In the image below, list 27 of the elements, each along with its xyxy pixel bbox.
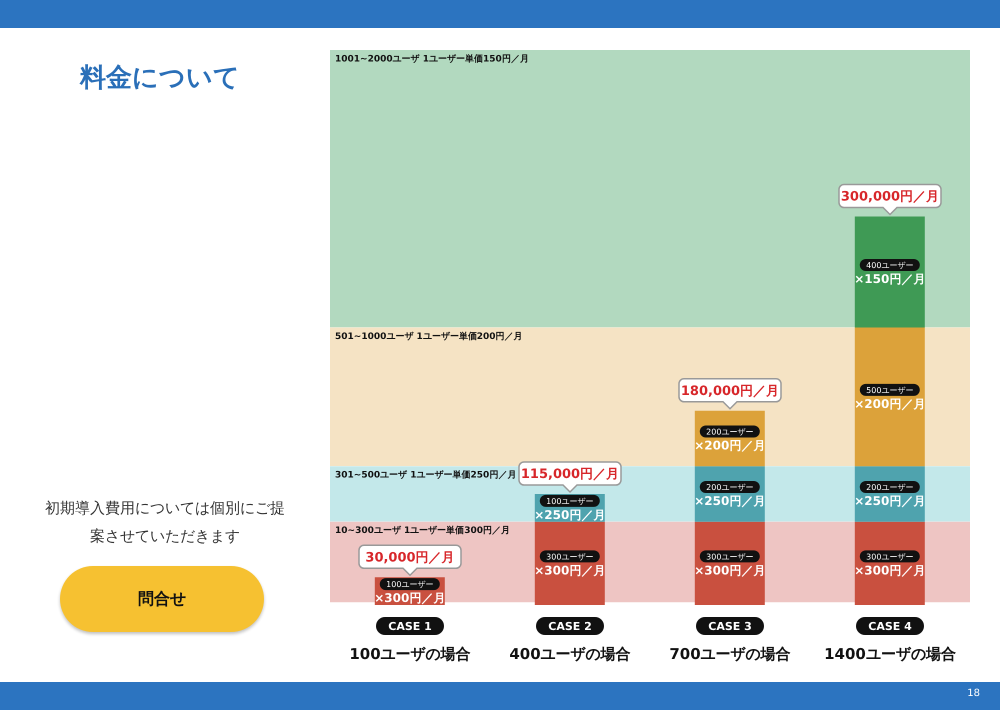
- text: 初期導入費用については個別にご提案させていただきます: [44, 498, 286, 547]
- data-label: 100ユーザー ×250円／月: [534, 496, 606, 522]
- text: 18: [967, 688, 980, 699]
- annotation: 300,000円／月: [840, 190, 940, 204]
- x-tick-label: CASE 2 400ユーザの場合: [509, 620, 631, 663]
- annotation: 115,000円／月: [520, 467, 620, 482]
- data-label: 400ユーザー ×150円／月: [854, 261, 926, 286]
- x-tick-label: CASE 4 1400ユーザの場合: [824, 620, 956, 663]
- band-label: 301~500ユーザ 1ユーザー単価250円／月: [335, 470, 516, 481]
- data-label: 500ユーザー ×200円／月: [854, 386, 926, 411]
- x-tick-label: CASE 3 700ユーザの場合: [669, 620, 791, 663]
- text: 問合せ: [60, 566, 264, 632]
- data-label: 100ユーザー ×300円／月: [374, 580, 446, 606]
- data-label: 200ユーザー ×250円／月: [694, 483, 766, 508]
- bar: [854, 328, 925, 466]
- text: 料金について: [78, 62, 241, 95]
- annotation: 30,000円／月: [365, 550, 455, 566]
- band-label: 10~300ユーザ 1ユーザー単価300円／月: [335, 525, 510, 536]
- band-label: 501~1000ユーザ 1ユーザー単価200円／月: [335, 330, 523, 342]
- annotation: 180,000円／月: [680, 384, 780, 399]
- data-label: 300ユーザー ×300円／月: [854, 552, 926, 578]
- data-label: 200ユーザー ×250円／月: [854, 483, 926, 508]
- x-tick-label: CASE 1 100ユーザの場合: [349, 620, 471, 663]
- data-label: 200ユーザー ×200円／月: [694, 428, 766, 452]
- data-label: 300ユーザー ×300円／月: [534, 552, 606, 578]
- band-label: 1001~2000ユーザ 1ユーザー単価150円／月: [335, 53, 529, 64]
- data-label: 300ユーザー ×300円／月: [694, 552, 766, 578]
